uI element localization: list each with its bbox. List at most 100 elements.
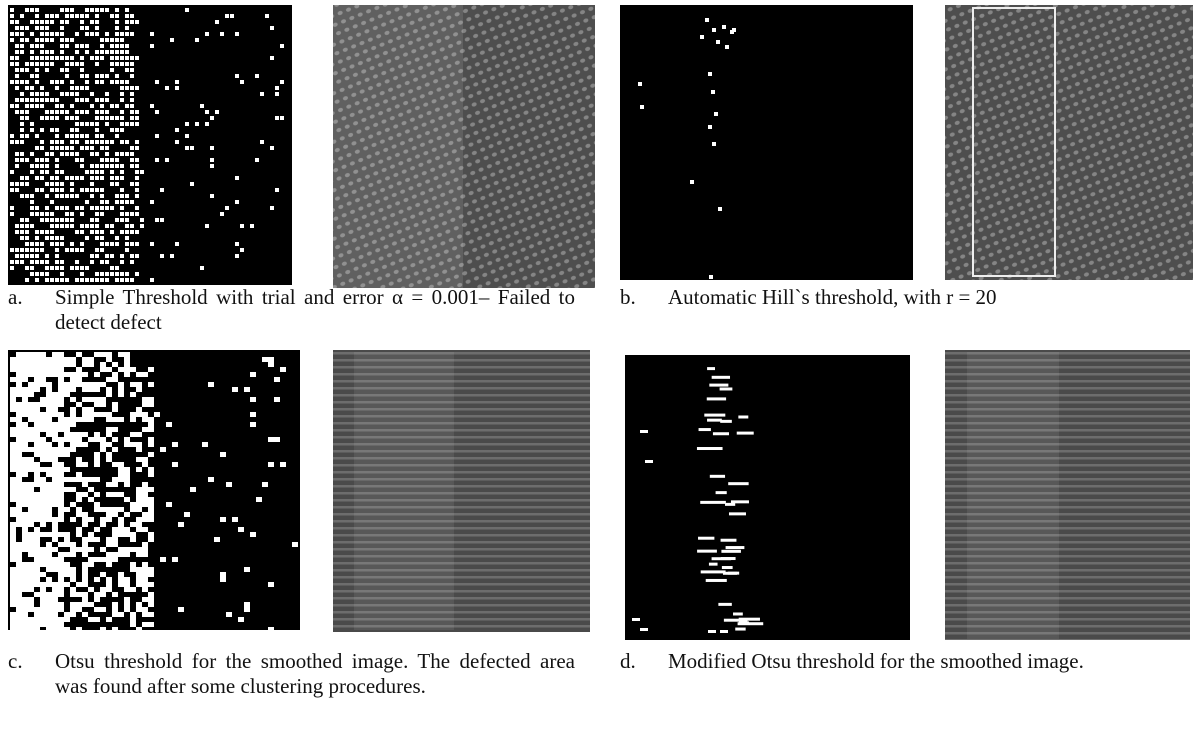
white-pixel — [94, 397, 100, 402]
caption: Automatic Hill`s threshold, with r = 20 — [668, 285, 1188, 310]
white-pixel — [28, 362, 34, 367]
white-pixel — [30, 44, 34, 48]
white-pixel — [701, 570, 726, 573]
white-pixel — [22, 457, 28, 462]
white-pixel — [55, 224, 59, 228]
white-pixel — [10, 8, 14, 12]
white-pixel — [52, 547, 58, 552]
white-pixel — [148, 467, 154, 472]
white-pixel — [22, 607, 28, 612]
white-pixel — [130, 14, 134, 18]
white-pixel — [142, 462, 148, 467]
white-pixel — [35, 98, 39, 102]
white-pixel — [52, 527, 58, 532]
white-pixel — [40, 352, 46, 357]
white-pixel — [46, 367, 52, 372]
white-pixel — [35, 20, 39, 24]
white-pixel — [115, 8, 119, 12]
white-pixel — [15, 140, 19, 144]
white-pixel — [64, 382, 70, 387]
white-pixel — [130, 502, 136, 507]
white-pixel — [64, 542, 70, 547]
white-pixel — [15, 86, 19, 90]
white-pixel — [720, 420, 732, 423]
white-pixel — [34, 432, 40, 437]
white-pixel — [22, 617, 28, 622]
white-pixel — [70, 194, 74, 198]
white-pixel — [64, 552, 70, 557]
white-pixel — [46, 422, 52, 427]
white-pixel — [220, 517, 226, 522]
white-pixel — [65, 56, 69, 60]
white-pixel — [148, 367, 154, 372]
white-pixel — [45, 26, 49, 30]
white-pixel — [16, 572, 22, 577]
white-pixel — [142, 397, 148, 402]
white-pixel — [30, 92, 34, 96]
white-pixel — [280, 44, 284, 48]
white-pixel — [46, 357, 52, 362]
white-pixel — [130, 442, 136, 447]
white-pixel — [118, 522, 124, 527]
white-pixel — [175, 86, 179, 90]
white-pixel — [136, 467, 142, 472]
white-pixel — [142, 577, 148, 582]
white-pixel — [130, 507, 136, 512]
white-pixel — [142, 552, 148, 557]
white-pixel — [148, 427, 154, 432]
white-pixel — [15, 44, 19, 48]
white-pixel — [82, 362, 88, 367]
white-pixel — [55, 242, 59, 246]
white-pixel — [20, 50, 24, 54]
white-pixel — [65, 206, 69, 210]
white-pixel — [150, 278, 154, 282]
white-pixel — [64, 392, 70, 397]
white-pixel — [60, 92, 64, 96]
white-pixel — [75, 110, 79, 114]
white-pixel — [40, 92, 44, 96]
white-pixel — [35, 188, 39, 192]
white-pixel — [20, 128, 24, 132]
white-pixel — [120, 212, 124, 216]
white-pixel — [40, 26, 44, 30]
white-pixel — [10, 567, 16, 572]
white-pixel — [120, 206, 124, 210]
white-pixel — [50, 80, 54, 84]
white-pixel — [40, 477, 46, 482]
white-pixel — [90, 104, 94, 108]
white-pixel — [34, 357, 40, 362]
white-pixel — [115, 14, 119, 18]
white-pixel — [30, 32, 34, 36]
white-pixel — [136, 552, 142, 557]
white-pixel — [10, 427, 16, 432]
white-pixel — [10, 432, 16, 437]
white-pixel — [40, 44, 44, 48]
white-pixel — [60, 272, 64, 276]
white-pixel — [142, 607, 148, 612]
white-pixel — [85, 32, 89, 36]
white-pixel — [232, 387, 238, 392]
white-pixel — [10, 577, 16, 582]
white-pixel — [16, 567, 22, 572]
white-pixel — [75, 14, 79, 18]
white-pixel — [58, 507, 64, 512]
white-pixel — [34, 507, 40, 512]
white-pixel — [88, 517, 94, 522]
white-pixel — [28, 532, 34, 537]
white-pixel — [64, 507, 70, 512]
white-pixel — [40, 86, 44, 90]
white-pixel — [30, 194, 34, 198]
white-pixel — [112, 612, 118, 617]
white-pixel — [100, 194, 104, 198]
white-pixel — [142, 572, 148, 577]
white-pixel — [16, 547, 22, 552]
white-pixel — [65, 8, 69, 12]
white-pixel — [75, 122, 79, 126]
white-pixel — [52, 502, 58, 507]
white-pixel — [120, 272, 124, 276]
white-pixel — [85, 200, 89, 204]
white-pixel — [165, 158, 169, 162]
white-pixel — [90, 278, 94, 282]
white-pixel — [112, 437, 118, 442]
white-pixel — [90, 20, 94, 24]
